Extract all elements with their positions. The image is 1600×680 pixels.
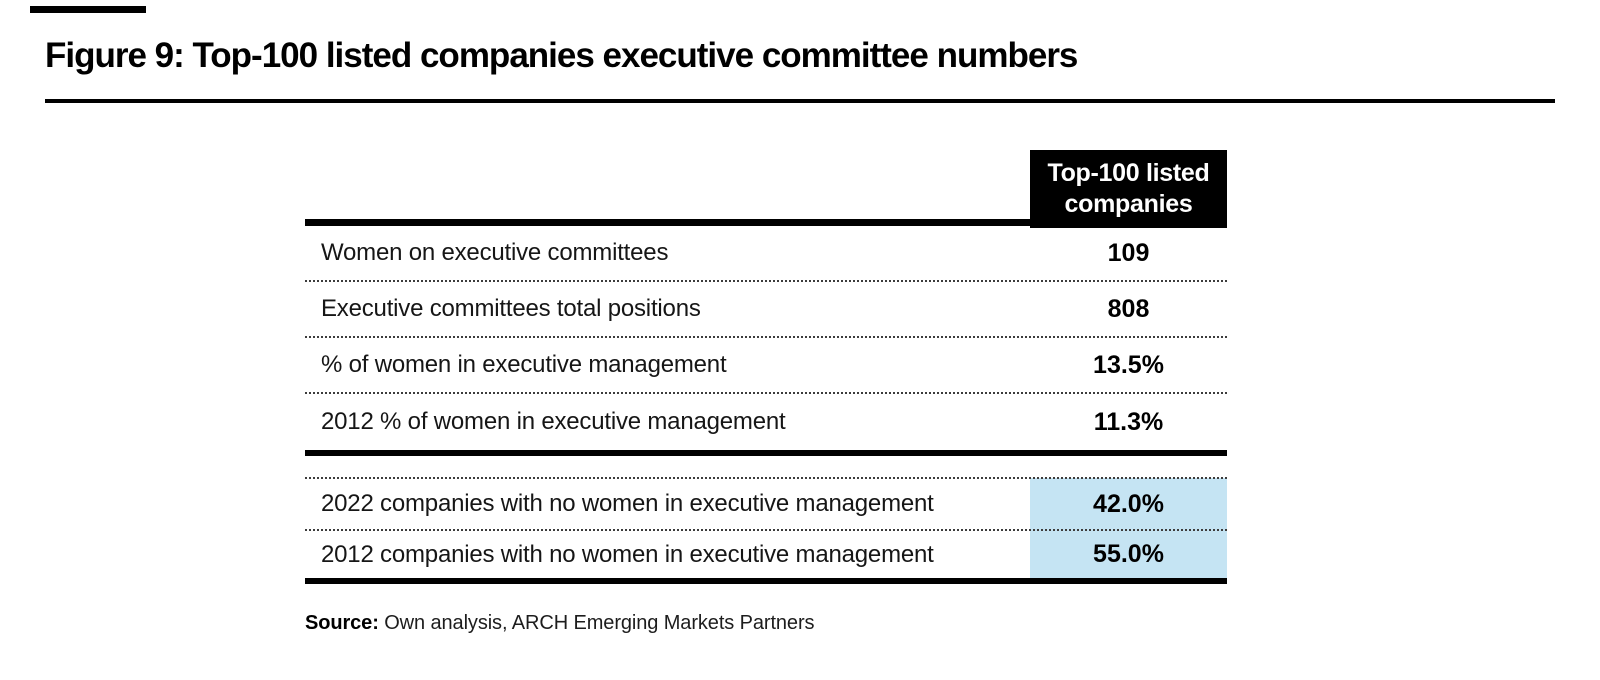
table-bottom-rule — [305, 450, 1227, 456]
highlighted-value-column-background — [1030, 478, 1227, 578]
column-header-top100-listed-companies: Top-100 listed companies — [1030, 150, 1227, 228]
row-value: 109 — [1107, 238, 1150, 267]
source-line: Source: Own analysis, ARCH Emerging Mark… — [305, 612, 815, 635]
row-label: 2022 companies with no women in executiv… — [321, 490, 934, 517]
row-value-highlighted: 42.0% — [1093, 489, 1164, 518]
row-label: 2012 companies with no women in executiv… — [321, 540, 934, 568]
column-header-line1: Top-100 listed — [1047, 159, 1210, 187]
source-label: Source: — [305, 612, 379, 634]
row-value: 11.3% — [1093, 407, 1164, 436]
row-value: 13.5% — [1093, 350, 1164, 379]
figure-title: Figure 9: Top-100 listed companies execu… — [45, 36, 1078, 75]
highlight-table-bottom-rule — [305, 578, 1227, 584]
column-header-line2: companies — [1064, 190, 1193, 218]
table-row: Women on executive committees 109 — [305, 226, 1227, 282]
table-row: Executive committees total positions 808 — [305, 282, 1227, 338]
row-label: 2012 % of women in executive management — [321, 408, 786, 435]
row-label: Executive committees total positions — [321, 295, 701, 322]
row-label: Women on executive committees — [321, 239, 669, 266]
row-value: 808 — [1107, 294, 1150, 323]
table-row-highlighted: 2022 companies with no women in executiv… — [305, 477, 1227, 531]
row-value-highlighted: 55.0% — [1093, 540, 1164, 568]
row-label: % of women in executive management — [321, 351, 727, 378]
table-row: % of women in executive management 13.5% — [305, 338, 1227, 394]
table-row: 2012 % of women in executive management … — [305, 394, 1227, 450]
title-underline — [45, 99, 1555, 103]
table-row-highlighted: 2012 companies with no women in executiv… — [305, 531, 1227, 578]
source-text: Own analysis, ARCH Emerging Markets Part… — [378, 612, 815, 634]
table-top-rule — [305, 219, 1030, 226]
figure-top-marker — [30, 6, 146, 13]
